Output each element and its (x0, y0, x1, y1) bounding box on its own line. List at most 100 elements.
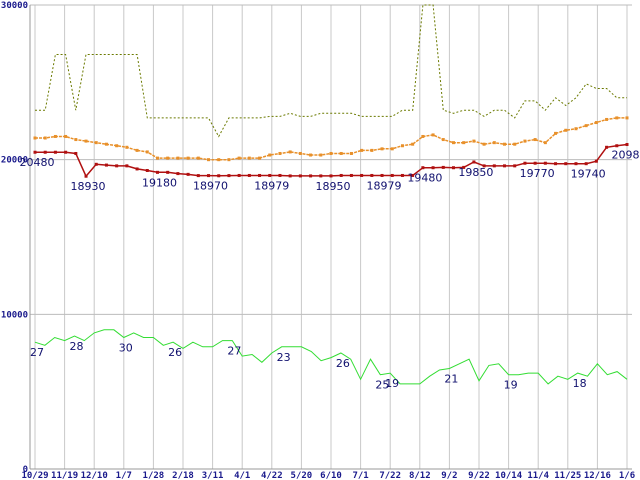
series-1-point (309, 153, 313, 157)
series-1-point (145, 150, 149, 154)
series-2-point (360, 173, 364, 177)
series-2-point (492, 164, 496, 168)
series-1-point (533, 138, 537, 142)
data-label: 18 (573, 377, 587, 390)
series-1-point (135, 148, 139, 152)
series-1-point (329, 151, 333, 155)
series-2-point (431, 166, 435, 170)
x-tick-label: 7/1 (352, 471, 368, 480)
data-label: 26 (336, 357, 350, 370)
series-1-point (94, 141, 98, 145)
data-label: 18930 (71, 180, 106, 193)
y-axis-ticks: 30000 20000 10000 0 (1, 1, 28, 475)
x-tick-label: 4/1 (234, 471, 250, 480)
series-2-point (339, 173, 343, 177)
series-1-point (523, 139, 527, 143)
x-tick-label: 11/19 (51, 471, 78, 480)
series-1-point (288, 150, 292, 154)
series-2-point (411, 173, 415, 177)
series-1-point (625, 116, 629, 120)
data-label: 18950 (316, 180, 351, 193)
data-label: 19480 (407, 172, 442, 185)
series-2-point (258, 173, 262, 177)
series-2-point (615, 144, 619, 148)
x-tick-label: 3/11 (202, 471, 224, 480)
series-2-point (482, 164, 486, 168)
series-1-point (196, 156, 200, 160)
series-2-point (451, 166, 455, 170)
series-1-point (482, 142, 486, 146)
series-2-point (166, 170, 170, 174)
series-2-point (400, 173, 404, 177)
x-tick-label: 9/22 (468, 471, 490, 480)
series-2-point (625, 143, 629, 147)
data-label: 20480 (20, 156, 55, 169)
series-2-point (64, 150, 68, 154)
series-2-point (503, 164, 507, 168)
data-labels: 20480 18930 19180 18970 18979 18950 18979 19480… (20, 0, 640, 392)
series-1-point (64, 134, 68, 138)
series-1-point (53, 134, 57, 138)
series-2-point (207, 174, 211, 178)
series-1-point (503, 142, 507, 146)
series-1-point (104, 142, 108, 146)
series-1-point (380, 147, 384, 151)
data-label: 26 (168, 346, 182, 359)
series-1-point (207, 158, 211, 162)
series-1-point (227, 158, 231, 162)
series-1-point (84, 139, 88, 143)
series-1-point (268, 153, 272, 157)
data-label: 19180 (142, 176, 177, 189)
data-label: 19 (385, 377, 399, 390)
series-1-point (360, 148, 364, 152)
series-2-point (74, 151, 78, 155)
data-label: 20980 (612, 149, 640, 162)
series-1-point (605, 117, 609, 121)
series-2-point (125, 164, 129, 168)
data-label: 30 (119, 342, 133, 355)
series-2-point (196, 174, 200, 178)
x-tick-label: 6/10 (320, 471, 342, 480)
data-label: 19 (504, 379, 518, 392)
x-tick-label: 11/4 (527, 471, 549, 480)
series-1-point (472, 139, 476, 143)
series-2-point (53, 150, 57, 154)
series-1-point (237, 156, 241, 160)
series-1-point (319, 153, 323, 157)
series-2-point (309, 174, 313, 178)
series-1-point (411, 142, 415, 146)
series-1-point (370, 148, 374, 152)
data-label: 27 (227, 345, 241, 358)
series-2-point (298, 174, 302, 178)
series-1-point (258, 156, 262, 160)
series-line-0 (35, 4, 627, 138)
series-2-point (349, 173, 353, 177)
series-2-point (319, 174, 323, 178)
series-2-point (574, 162, 578, 166)
series-1-point (115, 144, 119, 148)
series-1-point (431, 133, 435, 137)
series-2-point (135, 167, 139, 171)
series-1-point (492, 141, 496, 145)
series-2-point (217, 174, 221, 178)
series-group (33, 4, 629, 385)
series-1-point (278, 151, 282, 155)
series-1-point (615, 116, 619, 120)
x-tick-label: 1/6 (619, 471, 635, 480)
x-tick-label: 11/25 (554, 471, 581, 480)
series-1-point (33, 136, 37, 140)
series-1-point (400, 144, 404, 148)
series-1-point (176, 156, 180, 160)
series-2-point (523, 161, 527, 165)
series-2-point (268, 173, 272, 177)
series-1-point (462, 141, 466, 145)
series-2-point (462, 165, 466, 169)
series-2-point (155, 170, 159, 174)
series-1-point (74, 138, 78, 142)
series-1-point (543, 141, 547, 145)
series-line-3 (34, 329, 628, 385)
series-1-point (594, 121, 598, 125)
x-tick-label: 12/10 (81, 471, 108, 480)
series-2-point (104, 163, 108, 167)
series-2-point (176, 172, 180, 176)
